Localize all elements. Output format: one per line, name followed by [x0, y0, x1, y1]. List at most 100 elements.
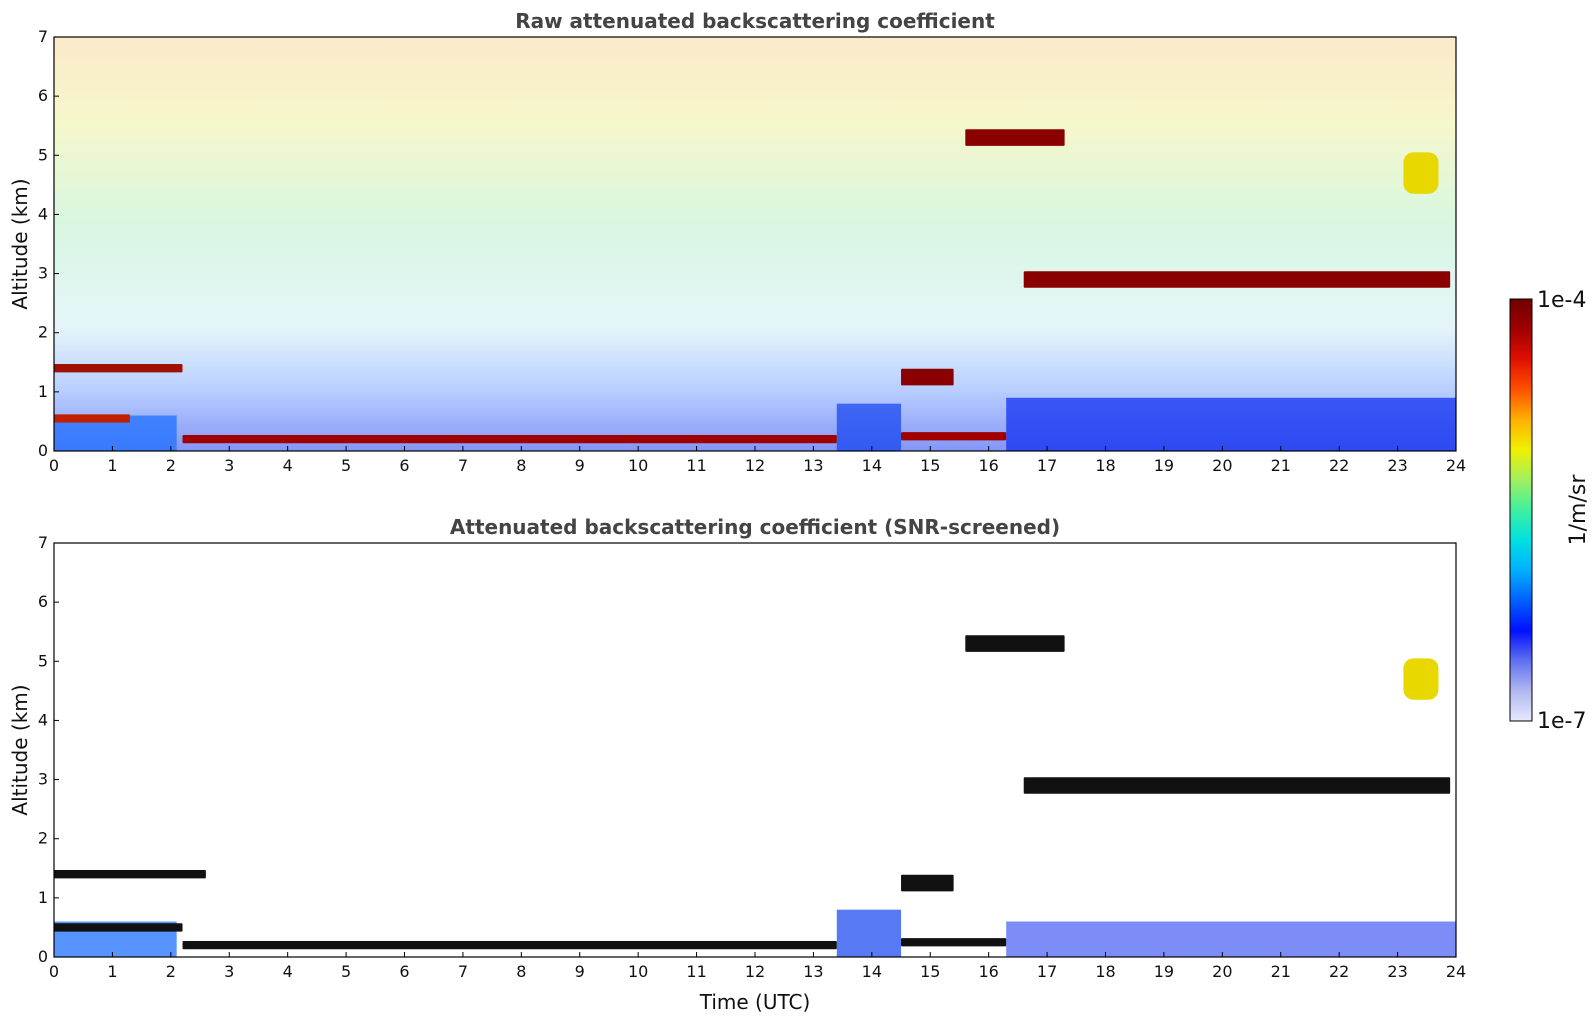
colorbar-unit-label: 1/m/sr: [1566, 474, 1591, 546]
x-tick-label: 7: [458, 456, 468, 475]
surface-haze: [836, 909, 902, 957]
x-tick-label: 6: [399, 456, 409, 475]
aerosol-layer-mark: [54, 364, 183, 373]
panel-title: Raw attenuated backscattering coefficien…: [515, 9, 995, 33]
x-tick-label: 18: [1095, 456, 1115, 475]
x-tick-label: 12: [745, 962, 765, 981]
x-tick-label: 9: [575, 962, 585, 981]
y-tick-label: 3: [38, 264, 48, 283]
x-tick-label: 0: [49, 962, 59, 981]
x-tick-label: 8: [516, 456, 526, 475]
screened-backscatter-panel: Attenuated backscattering coefficient (S…: [8, 515, 1466, 1014]
x-tick-label: 22: [1329, 962, 1349, 981]
y-tick-label: 0: [38, 441, 48, 460]
x-tick-label: 16: [978, 456, 998, 475]
x-tick-label: 5: [341, 456, 351, 475]
background: [54, 543, 1456, 957]
layers-group: [54, 129, 1456, 451]
cloud-mark: [901, 368, 954, 386]
y-tick-label: 5: [38, 651, 48, 670]
x-tick-label: 5: [341, 962, 351, 981]
x-tick-label: 1: [107, 962, 117, 981]
near-surface-layer-mark: [901, 432, 1007, 441]
y-tick-label: 7: [38, 27, 48, 46]
y-tick-label: 1: [38, 888, 48, 907]
aerosol-plume-mark: [1403, 658, 1439, 700]
x-tick-label: 7: [458, 962, 468, 981]
plot-area: [54, 37, 1456, 451]
x-tick-label: 13: [803, 456, 823, 475]
x-tick-label: 21: [1271, 456, 1291, 475]
x-tick-label: 11: [686, 456, 706, 475]
x-tick-label: 3: [224, 456, 234, 475]
y-tick-label: 1: [38, 382, 48, 401]
y-tick-label: 6: [38, 592, 48, 611]
x-tick-label: 15: [920, 962, 940, 981]
x-tick-label: 11: [686, 962, 706, 981]
x-tick-label: 22: [1329, 456, 1349, 475]
layers-group: [54, 635, 1456, 957]
x-tick-label: 9: [575, 456, 585, 475]
x-tick-label: 24: [1446, 456, 1466, 475]
colorbar-max-label: 1e-4: [1537, 288, 1586, 313]
x-tick-label: 10: [628, 456, 648, 475]
x-tick-label: 14: [862, 456, 882, 475]
y-tick-label: 4: [38, 204, 48, 223]
y-tick-label: 6: [38, 86, 48, 105]
x-tick-label: 23: [1387, 456, 1407, 475]
x-axis: 0 1 2 3 4 5 6 7 8 9 10 11 12 13 14 15 16 17 18 19 20 21 22 23 24: [49, 446, 1466, 475]
x-tick-label: 3: [224, 962, 234, 981]
x-axis: 0 1 2 3 4 5 6 7 8 9 10 11 12 13 14 15 16 17 18 19 20 21 22 23 24: [49, 952, 1466, 981]
near-surface-layer-mark: [182, 435, 837, 444]
y-axis: 0 1 2 3 4 5 6 7: [38, 533, 59, 966]
colorbar-gradient: [1509, 298, 1533, 722]
cloud-mark: [901, 874, 954, 892]
near-surface-layer-mark: [182, 941, 837, 950]
surface-haze: [1006, 921, 1456, 957]
x-tick-label: 13: [803, 962, 823, 981]
x-tick-label: 1: [107, 456, 117, 475]
x-tick-label: 19: [1154, 456, 1174, 475]
x-tick-label: 23: [1387, 962, 1407, 981]
boundary-layer-mark: [54, 923, 183, 932]
near-surface-layer-mark: [901, 938, 1007, 947]
x-tick-label: 2: [166, 962, 176, 981]
cloud-mark: [1023, 271, 1451, 288]
x-tick-label: 18: [1095, 962, 1115, 981]
x-tick-label: 20: [1212, 962, 1232, 981]
y-axis: 0 1 2 3 4 5 6 7: [38, 27, 59, 460]
x-tick-label: 20: [1212, 456, 1232, 475]
y-tick-label: 7: [38, 533, 48, 552]
raw-backscatter-panel: Raw attenuated backscattering coefficien…: [8, 9, 1466, 475]
surface-haze: [1006, 397, 1456, 451]
x-axis-label: Time (UTC): [699, 990, 811, 1014]
y-axis-label: Altitude (km): [8, 684, 32, 815]
x-tick-label: 14: [862, 962, 882, 981]
y-tick-label: 0: [38, 947, 48, 966]
x-tick-label: 16: [978, 962, 998, 981]
x-tick-label: 24: [1446, 962, 1466, 981]
background-noise: [54, 37, 1456, 451]
aerosol-layer-mark: [54, 870, 206, 879]
x-tick-label: 12: [745, 456, 765, 475]
x-tick-label: 6: [399, 962, 409, 981]
x-tick-label: 2: [166, 456, 176, 475]
x-tick-label: 0: [49, 456, 59, 475]
y-tick-label: 4: [38, 710, 48, 729]
plot-area: [54, 543, 1456, 957]
x-tick-label: 17: [1037, 456, 1057, 475]
aerosol-plume-mark: [1403, 152, 1439, 194]
x-tick-label: 8: [516, 962, 526, 981]
surface-haze: [836, 403, 902, 451]
y-tick-label: 3: [38, 770, 48, 789]
colorbar-min-label: 1e-7: [1537, 709, 1586, 734]
x-tick-label: 21: [1271, 962, 1291, 981]
x-tick-label: 4: [283, 456, 293, 475]
x-tick-label: 15: [920, 456, 940, 475]
cloud-mark: [965, 129, 1065, 146]
panel-title: Attenuated backscattering coefficient (S…: [450, 515, 1060, 539]
boundary-layer-mark: [54, 414, 130, 423]
cloud-mark: [965, 635, 1065, 652]
